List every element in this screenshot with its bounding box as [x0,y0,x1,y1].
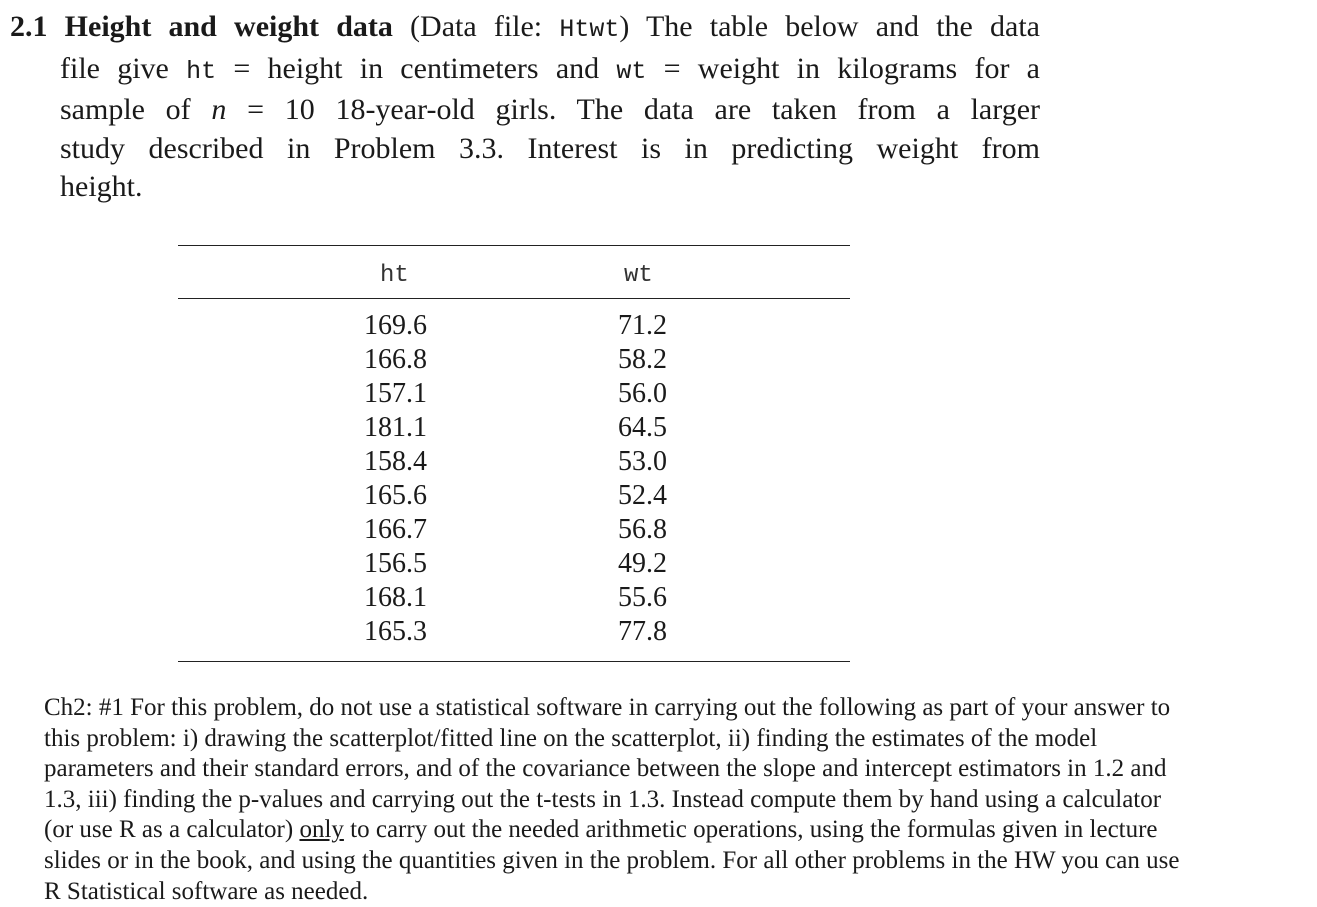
column-header-wt: wt [624,262,653,289]
problem-text: sample of [60,93,212,126]
cell-wt: 56.8 [618,514,667,545]
table-row: 165.3 77.8 [178,615,850,649]
variable-ht: ht [186,56,217,86]
problem-text: ) The table below and the data [619,10,1040,43]
problem-text: = 10 18-year-old girls. The data are tak… [226,93,1040,126]
table-body: 169.6 71.2 166.8 58.2 157.1 56.0 181.1 6… [178,299,850,661]
table-row: 168.1 55.6 [178,581,850,615]
cell-ht: 166.7 [364,514,427,545]
table-row: 156.5 49.2 [178,547,850,581]
cell-ht: 165.3 [364,616,427,647]
variable-wt: wt [616,56,647,86]
table-row: 166.7 56.8 [178,513,850,547]
cell-wt: 77.8 [618,616,667,647]
table-row: 165.6 52.4 [178,479,850,513]
problem-line-1: 2.1 Height and weight data (Data file: H… [10,8,1040,50]
note-line-4: 1.3, iii) finding the p-values and carry… [44,785,1162,813]
cell-ht: 168.1 [364,582,427,613]
problem-text: = weight in kilograms for a [646,51,1040,85]
note-line-2: this problem: i) drawing the scatterplot… [44,724,1098,752]
data-file-name: Htwt [559,15,620,44]
note-text: to carry out the needed arithmetic opera… [343,816,1158,844]
table-row: 157.1 56.0 [178,377,850,411]
table-row: 181.1 64.5 [178,411,850,445]
problem-line-4: study described in Problem 3.3. Interest… [60,131,1040,165]
variable-n: n [211,93,227,126]
problem-text: (Data file: [392,10,560,43]
table-top-rule [178,245,850,246]
problem-number: 2.1 [10,10,48,43]
problem-statement: 2.1 Height and weight data (Data file: H… [10,8,1040,207]
problem-line-3: sample of n = 10 18-year-old girls. The … [10,91,1040,130]
cell-ht: 157.1 [364,378,427,409]
table-row: 166.8 58.2 [178,343,850,377]
note-line-6: slides or in the book, and using the qua… [44,846,1180,874]
problem-title: Height and weight data [64,10,393,43]
cell-wt: 53.0 [618,446,667,477]
cell-wt: 52.4 [618,480,667,511]
note-line-5: (or use R as a calculator) only to carry… [44,815,1274,846]
problem-line-5: height. [60,170,143,203]
table-header-row: ht wt [178,246,850,298]
cell-wt: 64.5 [618,412,667,443]
table-row: 169.6 71.2 [178,309,850,343]
cell-ht: 158.4 [364,446,427,477]
cell-ht: 181.1 [364,412,427,443]
cell-wt: 55.6 [618,582,667,613]
data-table: ht wt 169.6 71.2 166.8 58.2 157.1 56.0 1… [178,245,850,662]
emphasis-only: only [299,816,344,844]
table-header-rule [178,298,850,299]
note-line-1: Ch2: #1 For this problem, do not use a s… [44,694,1171,721]
cell-wt: 49.2 [618,548,667,579]
table-bottom-rule [178,661,850,662]
table-row: 158.4 53.0 [178,445,850,479]
cell-wt: 58.2 [618,344,667,375]
note-text: (or use R as a calculator) [44,816,300,844]
column-header-ht: ht [380,262,409,289]
cell-wt: 71.2 [618,310,667,341]
cell-wt: 56.0 [618,378,667,409]
cell-ht: 165.6 [364,480,427,511]
problem-text: = height in centimeters and [216,51,617,85]
note-line-7: R Statistical software as needed. [44,877,369,905]
cell-ht: 166.8 [364,344,427,375]
cell-ht: 169.6 [364,310,427,341]
homework-note: Ch2: #1 For this problem, do not use a s… [44,693,1274,907]
cell-ht: 156.5 [364,548,427,579]
problem-text: file give [60,51,187,85]
problem-line-2: file give ht = height in centimeters and… [10,50,1040,92]
note-line-3: parameters and their standard errors, an… [44,755,1167,783]
